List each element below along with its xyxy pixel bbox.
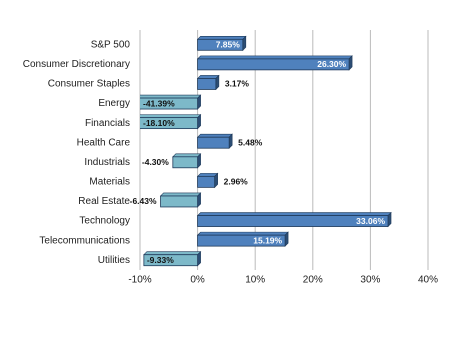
bar-top [196, 133, 233, 138]
value-label: 3.17% [225, 79, 250, 89]
bar-top [159, 192, 202, 197]
bar [197, 58, 350, 71]
category-label: Financials [85, 118, 130, 129]
bar [197, 38, 244, 51]
bar [197, 215, 389, 227]
x-tick-label: 0% [190, 275, 205, 286]
category-label: Real Estate [78, 196, 130, 207]
value-label: 15.19% [253, 235, 282, 245]
bar [197, 78, 217, 90]
x-tick-label: 40% [418, 275, 438, 286]
bar [160, 195, 199, 208]
value-label: -18.10% [143, 118, 175, 128]
category-label: Utilities [98, 255, 130, 266]
bar [197, 175, 216, 188]
category-label: Health Care [77, 137, 131, 148]
bar [140, 117, 198, 130]
value-label: 2.96% [224, 177, 249, 187]
value-label: -4.30% [142, 157, 169, 167]
x-tick-label: 30% [360, 275, 380, 286]
x-tick-label: 10% [245, 275, 265, 286]
category-label: Consumer Staples [48, 79, 130, 90]
category-label: S&P 500 [91, 39, 131, 50]
value-label: -6.43% [130, 196, 157, 206]
x-tick-label: 20% [303, 275, 323, 286]
value-label: 26.30% [317, 59, 346, 69]
bar [172, 156, 199, 169]
category-label: Telecommunications [39, 235, 130, 246]
category-label: Energy [98, 98, 130, 109]
category-label: Industrials [84, 157, 130, 168]
value-label: 33.06% [356, 216, 385, 226]
value-label: 5.48% [238, 137, 263, 147]
bar [197, 136, 230, 149]
bar-top [196, 75, 220, 79]
value-label: 7.85% [216, 40, 241, 50]
category-label: Materials [89, 177, 130, 188]
x-tick-label: -10% [128, 275, 151, 286]
bar [140, 97, 199, 110]
bar-top [172, 153, 202, 158]
bar [197, 234, 286, 247]
category-label: Technology [79, 216, 130, 227]
value-label: -9.33% [147, 255, 174, 265]
bar [143, 254, 199, 267]
value-label: -41.39% [143, 98, 175, 108]
category-label: Consumer Discretionary [23, 59, 130, 70]
bar-top [196, 173, 219, 177]
